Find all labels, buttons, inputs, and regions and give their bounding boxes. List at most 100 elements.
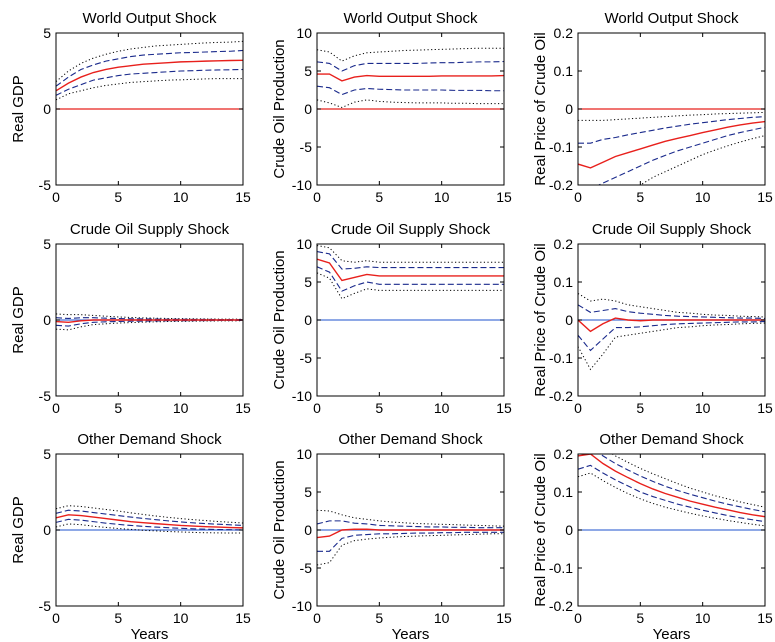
outer-upper-line bbox=[56, 505, 243, 524]
y-tick-label: -0.1 bbox=[549, 139, 573, 155]
y-axis-label: Real Price of Crude Oil bbox=[532, 243, 549, 396]
panel-data bbox=[317, 47, 504, 110]
x-axis-label: Years bbox=[653, 626, 691, 642]
outer-upper-line bbox=[578, 111, 765, 121]
inner-upper-line bbox=[599, 454, 765, 513]
y-tick-label: 5 bbox=[304, 274, 312, 290]
y-tick-label: 5 bbox=[304, 63, 312, 79]
response-line bbox=[317, 528, 504, 539]
outer-lower-line bbox=[317, 533, 504, 566]
y-axis-label: Real GDP bbox=[10, 75, 27, 143]
response-line bbox=[56, 59, 243, 92]
y-tick-label: -5 bbox=[300, 560, 313, 576]
x-tick-label: 5 bbox=[114, 610, 122, 626]
inner-lower-line bbox=[317, 266, 504, 292]
panel: 0 5 10 15 -10 -5 0 5 10 World Output Shock Crude O… bbox=[271, 10, 512, 205]
y-tick-label: 0 bbox=[565, 522, 573, 538]
x-tick-label: 0 bbox=[52, 610, 60, 626]
panel-data bbox=[317, 509, 504, 566]
x-axis-label: Years bbox=[392, 626, 430, 642]
outer-lower-line bbox=[56, 523, 243, 534]
x-tick-label: 10 bbox=[434, 610, 450, 626]
y-tick-label: 0 bbox=[304, 522, 312, 538]
y-tick-label: 0.1 bbox=[554, 274, 574, 290]
response-line bbox=[56, 514, 243, 529]
y-tick-label: 0 bbox=[565, 312, 573, 328]
outer-lower-line bbox=[317, 272, 504, 300]
outer-lower-line bbox=[317, 99, 504, 109]
y-tick-label: -10 bbox=[292, 598, 312, 614]
x-tick-label: 0 bbox=[52, 189, 60, 205]
x-tick-label: 5 bbox=[375, 189, 383, 205]
y-tick-label: -5 bbox=[300, 139, 313, 155]
x-tick-label: 0 bbox=[574, 400, 582, 416]
response-line bbox=[578, 454, 765, 518]
x-tick-label: 10 bbox=[173, 189, 189, 205]
y-tick-label: 5 bbox=[43, 446, 51, 462]
inner-upper-line bbox=[56, 49, 243, 87]
y-tick-label: -10 bbox=[292, 388, 312, 404]
outer-upper-line bbox=[56, 40, 243, 83]
y-tick-label: -10 bbox=[292, 177, 312, 193]
panel-data bbox=[56, 40, 243, 110]
x-tick-label: 0 bbox=[313, 610, 321, 626]
x-tick-label: 15 bbox=[496, 610, 512, 626]
y-tick-label: 10 bbox=[296, 236, 312, 252]
x-tick-label: 15 bbox=[496, 400, 512, 416]
response-line bbox=[56, 319, 243, 323]
panel-title: World Output Shock bbox=[344, 10, 478, 27]
inner-upper-line bbox=[317, 60, 504, 72]
outer-upper-line bbox=[317, 47, 504, 62]
y-tick-label: 0 bbox=[565, 101, 573, 117]
outer-upper-line bbox=[56, 313, 243, 320]
panel-data bbox=[317, 245, 504, 321]
y-tick-label: -0.1 bbox=[549, 560, 573, 576]
response-line bbox=[578, 120, 765, 169]
inner-lower-line bbox=[578, 464, 765, 523]
x-tick-label: 0 bbox=[313, 189, 321, 205]
y-axis-label: Real GDP bbox=[10, 496, 27, 564]
y-tick-label: 0.1 bbox=[554, 484, 574, 500]
panel-title: Crude Oil Supply Shock bbox=[331, 221, 491, 238]
y-tick-label: -5 bbox=[39, 598, 52, 614]
y-tick-label: 5 bbox=[43, 25, 51, 41]
outer-upper-line bbox=[611, 454, 765, 508]
x-tick-label: 15 bbox=[235, 610, 251, 626]
outer-lower-line bbox=[578, 472, 765, 527]
y-tick-label: 0.2 bbox=[554, 236, 574, 252]
x-tick-label: 0 bbox=[313, 400, 321, 416]
x-tick-label: 10 bbox=[695, 610, 711, 626]
panel-title: Other Demand Shock bbox=[599, 431, 744, 448]
panel-title: Crude Oil Supply Shock bbox=[592, 221, 752, 238]
x-tick-label: 15 bbox=[757, 400, 773, 416]
outer-upper-line bbox=[578, 292, 765, 318]
panel-data bbox=[56, 505, 243, 534]
y-axis-label: Real Price of Crude Oil bbox=[532, 32, 549, 185]
inner-lower-line bbox=[578, 126, 765, 185]
y-tick-label: 5 bbox=[43, 236, 51, 252]
panel-data bbox=[578, 454, 765, 531]
outer-upper-line bbox=[317, 245, 504, 263]
x-tick-label: 15 bbox=[235, 400, 251, 416]
inner-lower-line bbox=[56, 68, 243, 96]
y-tick-label: -5 bbox=[39, 177, 52, 193]
y-tick-label: 0 bbox=[304, 101, 312, 117]
inner-lower-line bbox=[317, 531, 504, 552]
x-tick-label: 5 bbox=[114, 189, 122, 205]
y-tick-label: -5 bbox=[39, 388, 52, 404]
y-tick-label: 0.2 bbox=[554, 25, 574, 41]
panel: 0 5 10 15 -0.2 -0.1 0 0.1 0.2 Other Demand Shock R… bbox=[532, 431, 773, 642]
y-tick-label: -5 bbox=[300, 350, 313, 366]
y-tick-label: 0.1 bbox=[554, 63, 574, 79]
y-tick-label: 0 bbox=[43, 312, 51, 328]
x-tick-label: 5 bbox=[636, 610, 644, 626]
x-tick-label: 10 bbox=[434, 400, 450, 416]
outer-upper-line bbox=[317, 509, 504, 527]
x-tick-label: 10 bbox=[695, 189, 711, 205]
y-tick-label: 10 bbox=[296, 446, 312, 462]
x-tick-label: 5 bbox=[636, 189, 644, 205]
x-tick-label: 0 bbox=[52, 400, 60, 416]
